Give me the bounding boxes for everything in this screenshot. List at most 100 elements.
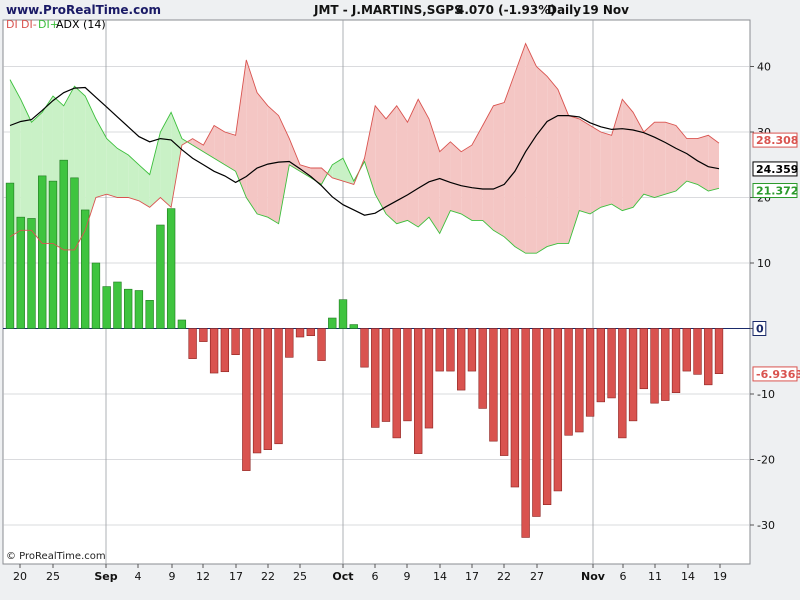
x-tick-label: 9	[169, 570, 176, 583]
di-minus-line	[9, 42, 720, 251]
di-bar	[188, 328, 197, 359]
x-tick-label: 12	[196, 570, 210, 583]
di-bar	[446, 328, 455, 372]
di-fill-segment	[106, 138, 118, 198]
di-fill-segment	[525, 43, 537, 254]
x-tick-label: 27	[530, 570, 544, 583]
x-tick-label: 25	[46, 570, 60, 583]
di-bar	[177, 319, 187, 329]
di-bar	[209, 328, 219, 374]
di-bar	[392, 328, 401, 439]
di-fill-segment	[327, 164, 333, 178]
di-fill-segment	[471, 125, 483, 221]
di-bar	[650, 328, 659, 404]
di-fill-segment	[149, 132, 161, 208]
y-tick-label: 40	[757, 61, 771, 74]
legend-di: DI	[6, 18, 18, 31]
di-fill-segment	[568, 115, 580, 244]
di-fill-segment	[160, 112, 172, 208]
x-tick-label: 6	[620, 570, 627, 583]
di-bar	[714, 328, 724, 374]
di-bar	[81, 209, 90, 329]
di-fill-segment	[214, 125, 225, 165]
di-bar	[59, 159, 68, 329]
di-bar	[113, 281, 122, 329]
di-bar	[607, 328, 616, 399]
x-tick-label: Oct	[332, 570, 353, 583]
di-bar	[575, 328, 584, 433]
di-bar	[618, 328, 627, 439]
x-tick-label: 17	[465, 570, 479, 583]
di-fill-segment	[257, 92, 268, 218]
x-tick-label: 20	[13, 570, 27, 583]
di-bar	[360, 328, 369, 368]
di-bar	[671, 328, 681, 393]
di-fill-segment	[278, 115, 290, 224]
di-bar	[489, 328, 498, 442]
di-bar	[564, 328, 573, 436]
di-bar	[338, 299, 348, 329]
di-fill-segment	[332, 158, 344, 182]
last-value-zero: 0	[756, 323, 764, 336]
di-bar	[295, 328, 305, 338]
di-fill-segment	[622, 99, 634, 211]
di-bar	[317, 328, 326, 361]
di-bar	[381, 328, 391, 422]
di-fill-segment	[321, 168, 328, 185]
legend-adx: ADX (14)	[56, 18, 106, 31]
period-label: Daily	[547, 3, 581, 17]
di-fill-segment	[95, 118, 107, 198]
di-bar	[704, 328, 713, 386]
di-bar	[123, 288, 133, 329]
di-fill-segment	[235, 59, 247, 198]
di-fill-segment	[192, 138, 204, 152]
di-fill-segment	[643, 122, 655, 198]
di-fill-segment	[514, 43, 526, 254]
x-tick-label: 11	[648, 570, 662, 583]
di-bar	[499, 328, 509, 456]
x-tick-label: 4	[135, 570, 142, 583]
di-fill-segment	[117, 148, 129, 198]
di-bar	[661, 328, 670, 401]
di-fill-segment	[504, 73, 515, 247]
date-label: 19 Nov	[582, 3, 629, 17]
di-bar	[328, 317, 337, 329]
site-link[interactable]: www.ProRealTime.com	[6, 3, 161, 17]
di-bar	[220, 328, 230, 373]
di-fill-segment	[364, 105, 376, 195]
di-bar	[424, 328, 434, 429]
x-tick-label: 17	[229, 570, 243, 583]
di-fill-segment	[557, 89, 569, 244]
di-bar	[628, 328, 638, 422]
di-fill-segment	[418, 99, 429, 227]
di-fill-segment	[407, 99, 419, 227]
y-tick-label: -20	[757, 454, 775, 467]
di-fill-segment	[128, 154, 139, 201]
di-bar	[639, 328, 648, 390]
di-bar	[27, 218, 36, 329]
di-bar	[414, 328, 423, 454]
last-value-di-box	[752, 366, 798, 382]
di-bar	[457, 328, 466, 391]
y-tick-label: -10	[757, 388, 775, 401]
adx-line	[9, 86, 720, 216]
di-bar	[553, 328, 563, 492]
di-fill-segment	[579, 118, 591, 214]
last-value-labels: 28.308 24.359 21.372 0 -6.9363	[752, 132, 800, 382]
di-bar	[349, 324, 358, 329]
di-bar	[693, 328, 702, 375]
di-histogram	[5, 159, 724, 538]
x-tick-label: 25	[293, 570, 307, 583]
di-bar	[478, 328, 487, 409]
di-bar	[521, 328, 530, 538]
di-fill-segment	[450, 141, 462, 214]
di-bar	[70, 177, 79, 329]
di-fill-segment	[181, 138, 188, 146]
x-tick-label: 9	[404, 570, 411, 583]
di-fill-segment	[310, 168, 322, 185]
di-bar	[5, 182, 15, 329]
di-fill-segment	[600, 132, 612, 208]
legend: DI DI- DI+ ADX (14)	[6, 18, 106, 31]
di-fill-segment	[461, 145, 472, 221]
last-value-di-minus: 28.308	[756, 134, 798, 147]
